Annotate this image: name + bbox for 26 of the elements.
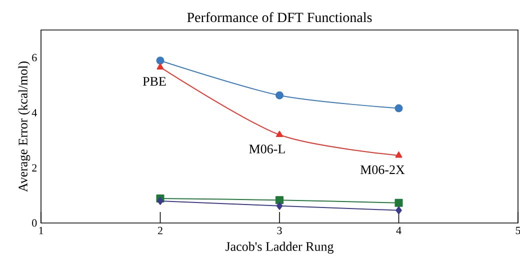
y-tick-label: 6	[32, 54, 37, 62]
y-tick-label: 4	[32, 109, 37, 116]
annotation: PBE	[142, 77, 166, 86]
y-tick-label: 0	[32, 219, 37, 227]
point	[394, 198, 403, 207]
x-tick-label: 1	[39, 226, 44, 234]
y-tick-label: 2	[32, 164, 37, 172]
x-tick-label: 3	[277, 226, 282, 234]
x-axis-title: Jacob's Ladder Rung	[226, 242, 334, 254]
annotation: M06-2X	[360, 165, 405, 174]
point	[156, 63, 164, 70]
annotation: M06-L	[249, 144, 285, 154]
point	[157, 196, 164, 205]
y-axis-title: Average Error (kcal/mol)	[18, 61, 30, 192]
point	[394, 104, 403, 112]
point	[156, 56, 164, 65]
point	[276, 130, 284, 138]
x-tick-label: 5	[516, 226, 520, 234]
point	[276, 91, 284, 100]
x-tick-label: 4	[396, 226, 402, 234]
point	[276, 196, 284, 204]
point	[395, 151, 402, 158]
chart-title: Performance of DFT Functionals	[187, 12, 372, 22]
point	[276, 202, 283, 210]
x-tick-label: 2	[158, 226, 162, 234]
point	[396, 206, 402, 214]
